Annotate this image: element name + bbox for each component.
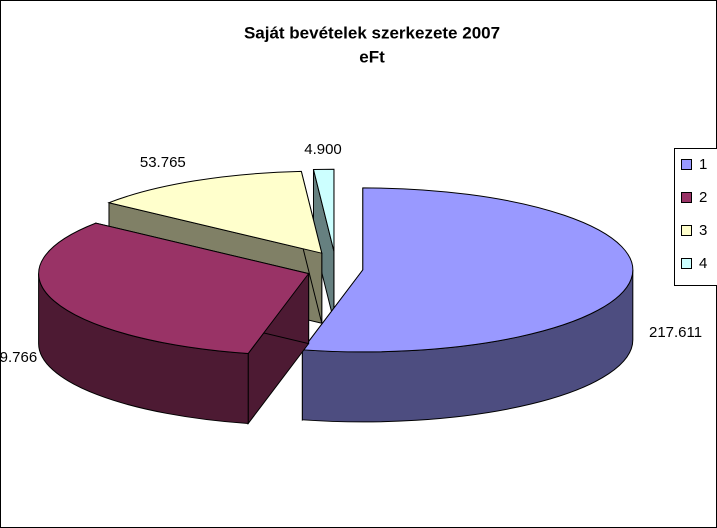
legend-box: [674, 148, 717, 286]
data-label: 129.766: [0, 349, 37, 366]
slice: [312, 168, 335, 322]
slice-top: [301, 187, 634, 353]
legend-swatch: [681, 225, 692, 236]
data-label: 4.900: [304, 141, 342, 158]
chart-subtitle: eFt: [359, 47, 385, 66]
legend-swatch: [681, 258, 692, 269]
data-label: 217.611: [649, 324, 702, 341]
data-label: 53.765: [140, 154, 186, 171]
slice-top: [312, 168, 335, 252]
legend-label: 4: [699, 255, 707, 272]
legend-swatch: [681, 192, 692, 203]
slice: [38, 222, 310, 426]
slice-top: [107, 170, 323, 254]
slice: [301, 187, 634, 423]
slice-top: [38, 222, 310, 355]
chart-title: Saját bevételek szerkezete 2007: [244, 23, 500, 42]
legend-label: 2: [699, 189, 707, 206]
legend-swatch: [681, 159, 692, 170]
legend-label: 1: [699, 156, 707, 173]
legend-label: 3: [699, 222, 707, 239]
